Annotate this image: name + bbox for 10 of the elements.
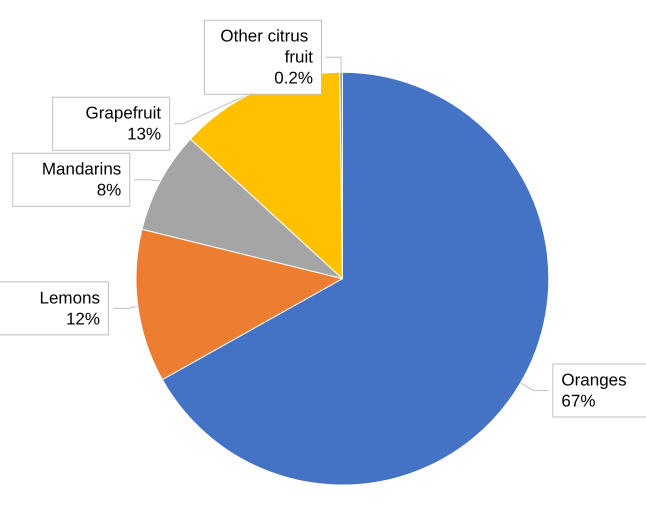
slice-label: Grapefruit (86, 104, 162, 123)
slice-label: Mandarins (42, 160, 122, 179)
data-label: 12% (66, 309, 100, 328)
slice-label: Other citrus fruit (220, 26, 314, 67)
slice-label: Lemons (40, 288, 100, 308)
data-label: 0.2% (274, 68, 313, 88)
slice-label: Oranges (561, 370, 627, 390)
data-label: 8% (96, 180, 122, 200)
data-label: 13% (127, 124, 162, 144)
data-label: 67% (561, 392, 596, 411)
